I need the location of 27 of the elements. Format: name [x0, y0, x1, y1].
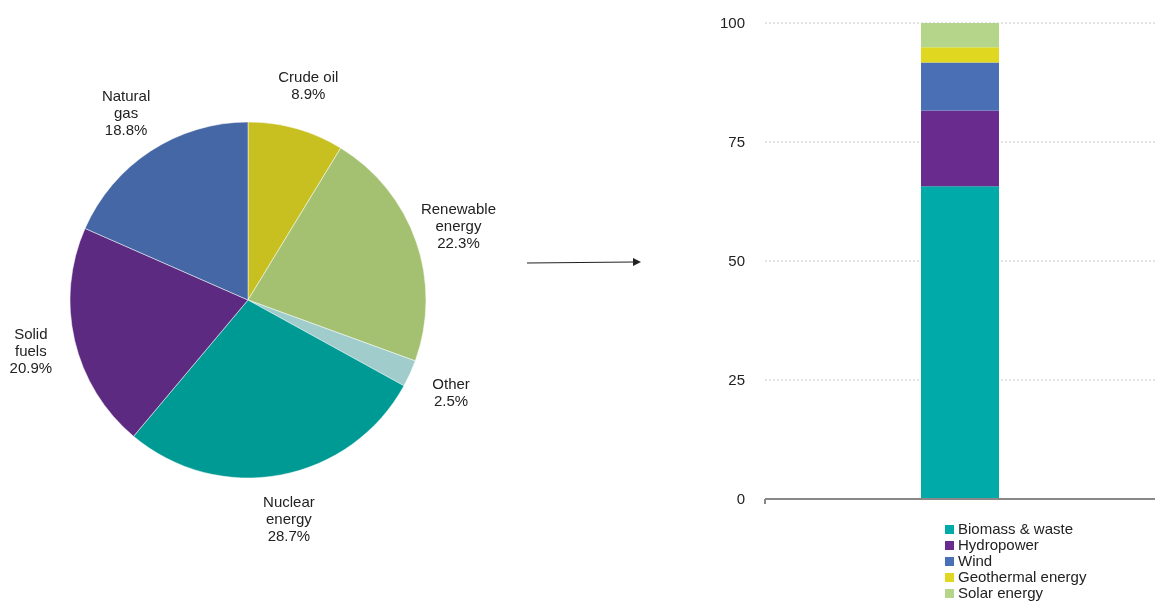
bar — [921, 23, 999, 48]
legend-label: Biomass & waste — [958, 520, 1074, 537]
bar — [921, 186, 999, 499]
slice-label: Other — [432, 374, 470, 392]
data-label: 22.3% — [437, 234, 480, 252]
y-tick-label: 0 — [736, 490, 745, 507]
legend-label: Geothermal energy — [958, 568, 1087, 585]
data-label: 18.8% — [104, 121, 148, 139]
legend-label: Solar energy — [958, 584, 1044, 601]
bar — [921, 47, 999, 63]
legend-label: Hydropower — [958, 536, 1039, 553]
y-tick-label: 25 — [728, 371, 745, 388]
legend-label: Wind — [958, 552, 993, 569]
bar — [921, 62, 999, 111]
data-label: 8.9% — [291, 84, 326, 102]
y-tick-label: 100 — [719, 14, 745, 31]
data-label: 20.9% — [9, 358, 53, 376]
slice-label: Solid fuels — [14, 324, 48, 359]
data-label: 2.5% — [433, 391, 469, 409]
slice-label: Nuclear energy — [263, 493, 315, 528]
y-tick-label: 50 — [728, 252, 745, 269]
bar — [921, 110, 999, 187]
data-label: 28.7% — [267, 527, 311, 545]
y-tick-label: 75 — [728, 133, 745, 150]
slice-label: Natural gas — [101, 87, 151, 122]
slice-label: Renewable energy — [420, 200, 496, 235]
slice-label: Crude oil — [278, 67, 339, 85]
